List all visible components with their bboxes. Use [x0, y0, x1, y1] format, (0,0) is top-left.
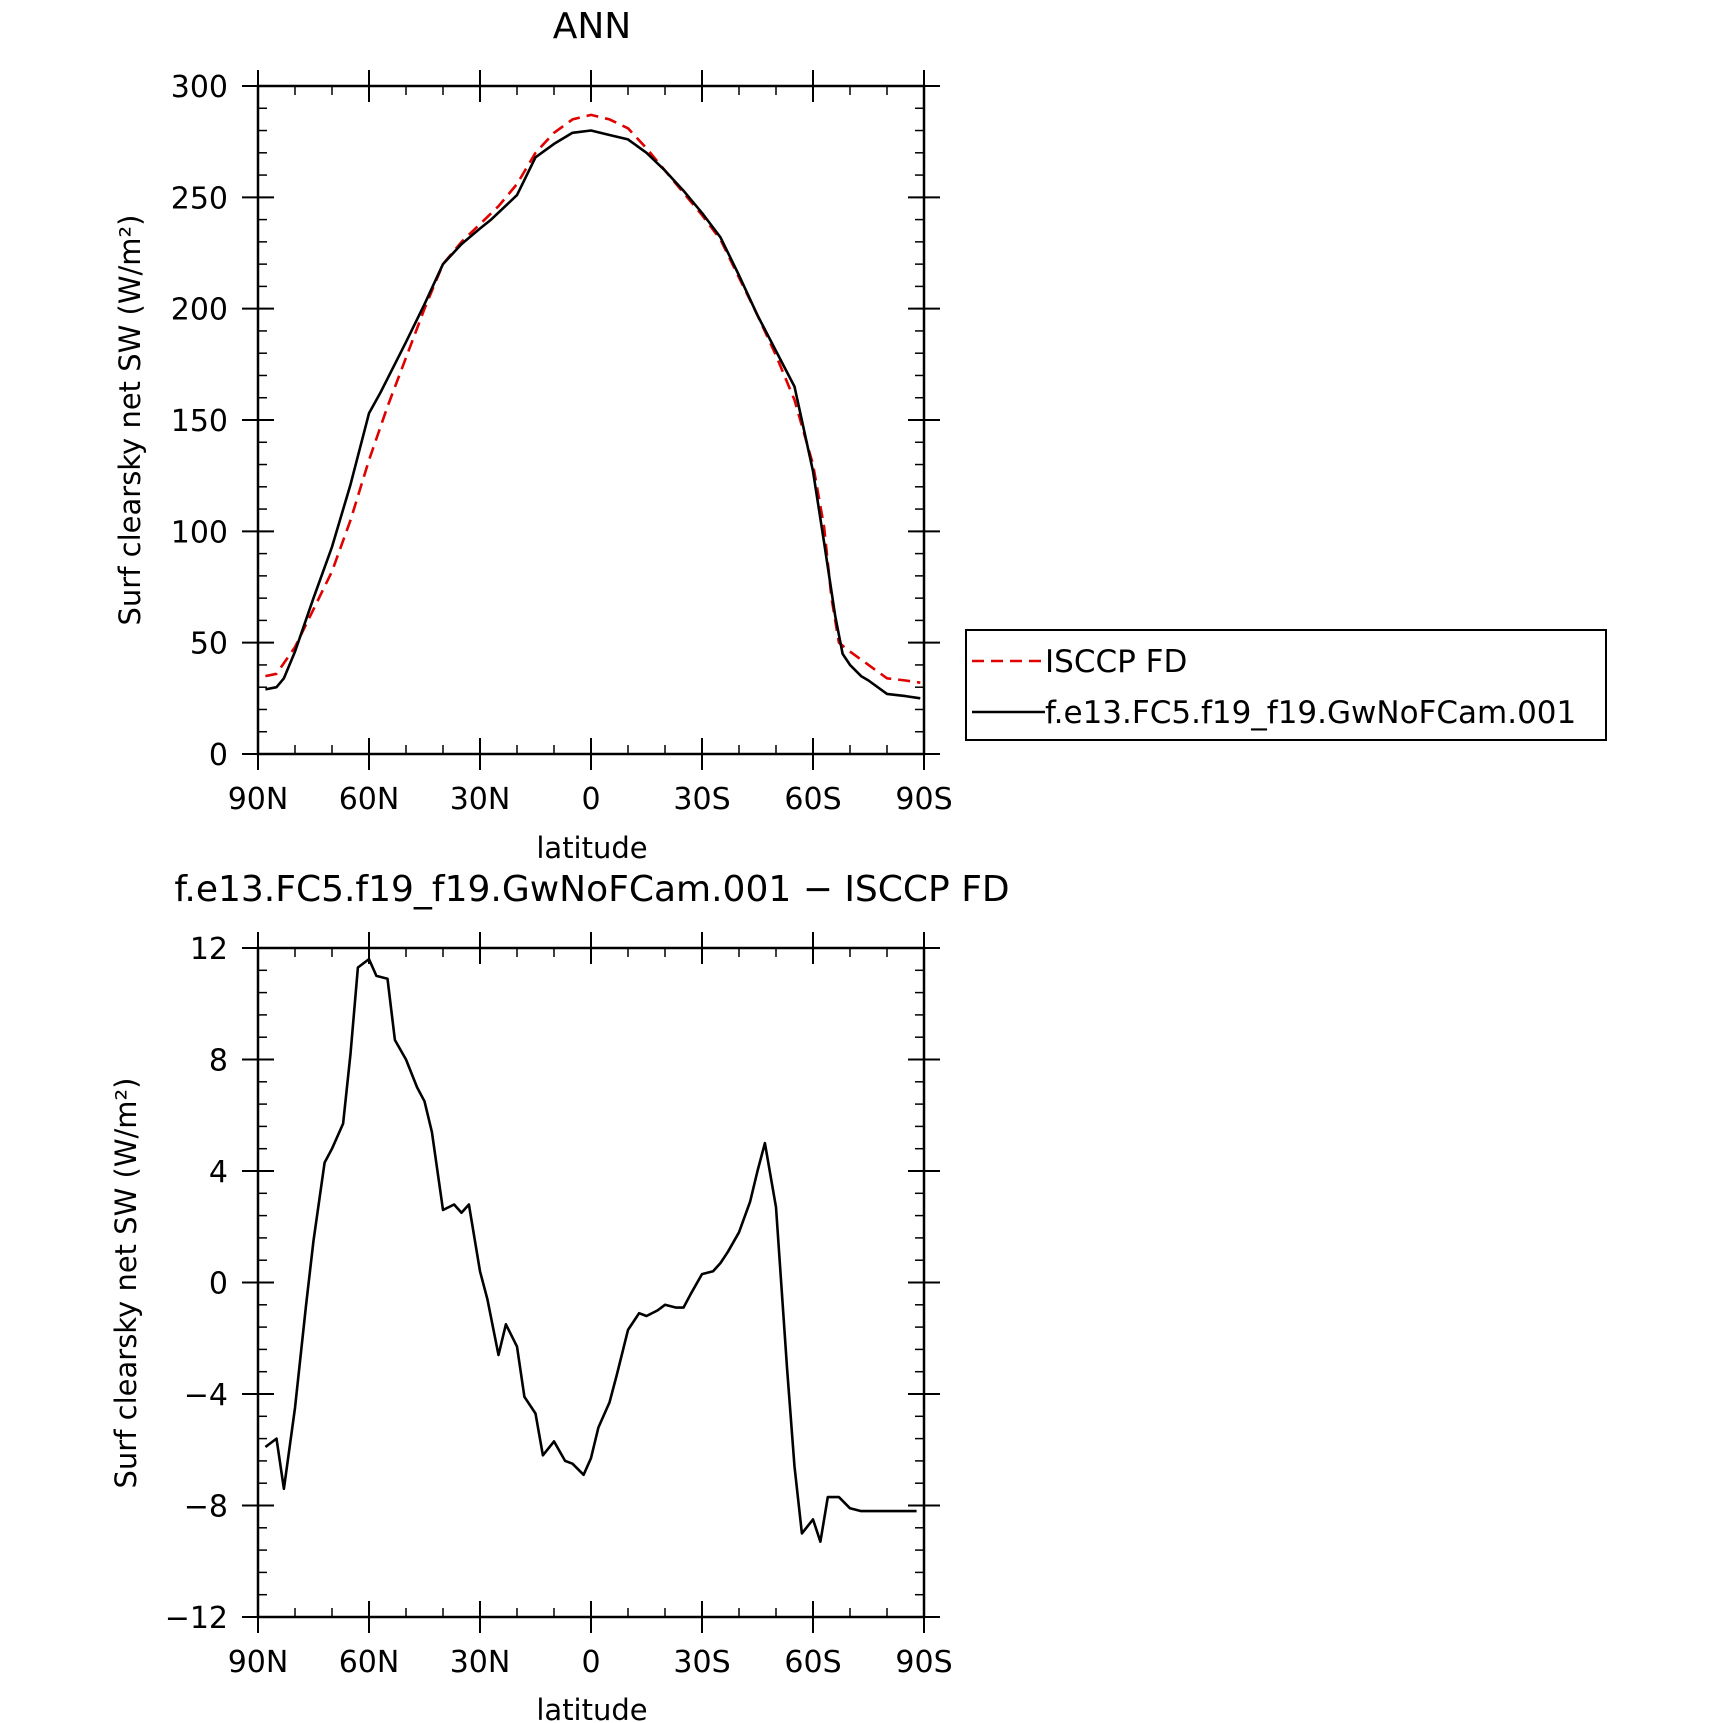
legend-box	[965, 629, 1607, 741]
top-plot-frame	[256, 84, 926, 756]
bottom-y-tick-labels: −12 −8 −4 0 4 8 12	[165, 932, 228, 1636]
bottom-x-axis-label: latitude	[536, 1693, 647, 1723]
y-tick-label: 100	[171, 515, 228, 550]
x-tick-label: 0	[581, 782, 600, 817]
top-axis-ticks	[242, 70, 940, 770]
y-tick-label: −12	[165, 1601, 228, 1636]
y-tick-label: 300	[171, 70, 228, 105]
x-tick-label: 90S	[895, 1645, 952, 1680]
series-line-difference	[264, 957, 917, 1543]
x-tick-label: 60S	[784, 782, 841, 817]
top-y-axis-label: Surf clearsky net SW (W/m²)	[113, 215, 147, 626]
x-tick-label: 60N	[339, 782, 400, 817]
legend-entry-isccp: ISCCP FD	[1045, 644, 1187, 680]
x-tick-label: 0	[581, 1645, 600, 1680]
y-tick-label: 150	[171, 404, 228, 439]
x-tick-label: 30S	[673, 1645, 730, 1680]
bottom-axis-ticks	[242, 932, 940, 1633]
top-series-group	[265, 113, 921, 700]
legend-entry-model: f.e13.FC5.f19_f19.GwNoFCam.001	[1045, 695, 1576, 731]
top-x-axis-label: latitude	[536, 831, 647, 865]
series-line-f-e13-fc5-f19-f19-gwnofcam-001	[265, 129, 921, 700]
y-tick-label: 50	[190, 627, 228, 662]
bottom-y-axis-label: Surf clearsky net SW (W/m²)	[109, 1078, 143, 1489]
y-tick-label: 12	[190, 932, 228, 967]
x-tick-label: 30N	[450, 782, 511, 817]
x-tick-label: 60N	[339, 1645, 400, 1680]
y-tick-label: −8	[184, 1490, 228, 1525]
series-line-isccp-fd	[265, 113, 921, 684]
x-tick-label: 90N	[228, 782, 289, 817]
bottom-series-group	[264, 957, 917, 1543]
y-tick-label: 250	[171, 181, 228, 216]
y-tick-label: 0	[209, 1267, 228, 1302]
bottom-panel: f.e13.FC5.f19_f19.GwNoFCam.001 − ISCCP F…	[109, 869, 1010, 1723]
x-tick-label: 90S	[895, 782, 952, 817]
bottom-chart-title: f.e13.FC5.f19_f19.GwNoFCam.001 − ISCCP F…	[174, 869, 1009, 910]
x-tick-label: 30S	[673, 782, 730, 817]
top-x-tick-labels: 90N 60N 30N 0 30S 60S 90S	[228, 782, 953, 817]
legend: ISCCP FD f.e13.FC5.f19_f19.GwNoFCam.001	[965, 629, 1607, 741]
x-tick-label: 90N	[228, 1645, 289, 1680]
x-tick-label: 30N	[450, 1645, 511, 1680]
y-tick-label: 4	[209, 1155, 228, 1190]
y-tick-label: 0	[209, 738, 228, 773]
y-tick-label: −4	[184, 1378, 228, 1413]
bottom-x-tick-labels: 90N 60N 30N 0 30S 60S 90S	[228, 1645, 953, 1680]
top-y-tick-labels: 0 50 100 150 200 250 300	[171, 70, 228, 773]
top-chart-title: ANN	[553, 6, 632, 47]
y-tick-label: 200	[171, 293, 228, 328]
y-tick-label: 8	[209, 1044, 228, 1079]
x-tick-label: 60S	[784, 1645, 841, 1680]
